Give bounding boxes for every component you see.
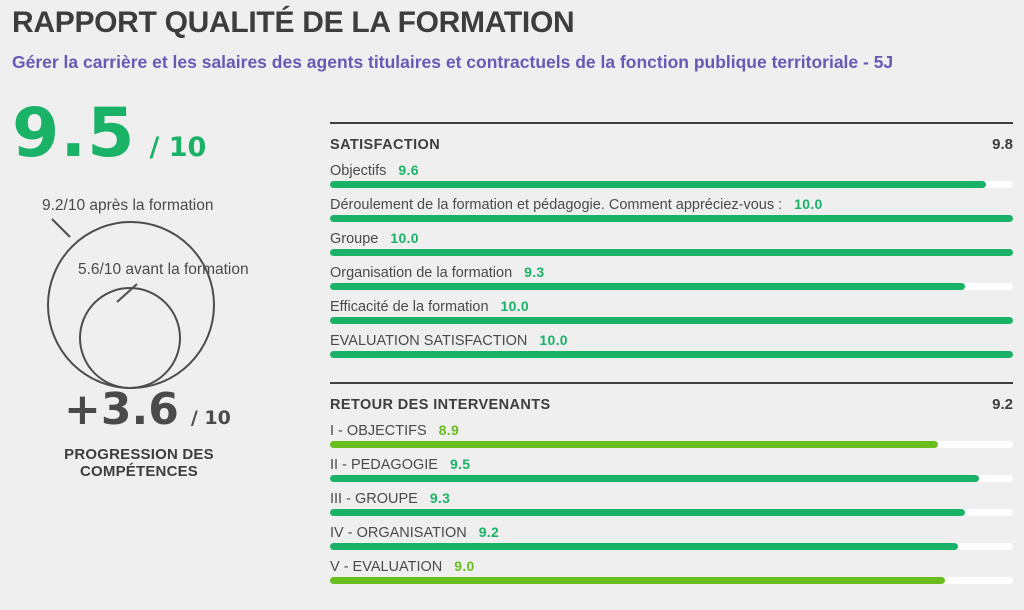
bar-value: 9.0 [454, 558, 475, 574]
bar-track [330, 475, 1013, 482]
section-separator [330, 122, 1013, 124]
bar-track [330, 577, 1013, 584]
bar-fill [330, 283, 966, 290]
section-title: RETOUR DES INTERVENANTS [330, 397, 551, 413]
section-separator [330, 382, 1013, 384]
bar-fill [330, 351, 1013, 358]
bar-row-text: I - OBJECTIFS 8.9 [330, 421, 1013, 439]
bar-label: IV - ORGANISATION [330, 525, 467, 541]
bar-row: Groupe 10.0 [330, 229, 1013, 256]
bar-track [330, 351, 1013, 358]
bar-row: II - PEDAGOGIE 9.5 [330, 455, 1013, 482]
bar-fill [330, 543, 959, 550]
bar-row-text: Efficacité de la formation 10.0 [330, 297, 1013, 315]
bar-label: Organisation de la formation [330, 265, 513, 281]
progression-suffix: / 10 [190, 407, 231, 429]
section-header: SATISFACTION 9.8 [330, 124, 1013, 154]
section-overall-score: 9.2 [992, 396, 1013, 413]
bar-fill [330, 215, 1013, 222]
bar-row: Déroulement de la formation et pédagogie… [330, 195, 1013, 222]
bar-row-text: V - EVALUATION 9.0 [330, 557, 1013, 575]
bar-row-text: Objectifs 9.6 [330, 161, 1013, 179]
bar-row: I - OBJECTIFS 8.9 [330, 421, 1013, 448]
section-overall-score: 9.8 [992, 136, 1013, 153]
bar-track [330, 441, 1013, 448]
bar-value: 9.2 [478, 524, 500, 540]
bar-row-text: IV - ORGANISATION 9.2 [330, 523, 1013, 541]
bar-fill [330, 509, 966, 516]
overall-score-suffix: / 10 [149, 132, 207, 163]
overall-score-value: 9.5 [12, 94, 136, 173]
bar-track [330, 283, 1013, 290]
bar-value: 10.0 [500, 298, 529, 314]
bar-row-text: EVALUATION SATISFACTION 10.0 [330, 331, 1013, 349]
bar-section-1: SATISFACTION 9.8 Objectifs 9.6 Déroulement d… [330, 122, 1013, 358]
bar-value: 10.0 [390, 230, 419, 246]
bar-label: II - PEDAGOGIE [330, 457, 438, 473]
bar-row-text: Déroulement de la formation et pédagogie… [330, 195, 1013, 213]
bar-value: 10.0 [794, 196, 823, 212]
bar-track [330, 509, 1013, 516]
bar-track [330, 249, 1013, 256]
bar-track [330, 317, 1013, 324]
bar-label: Efficacité de la formation [330, 299, 489, 315]
bar-row-text: Organisation de la formation 9.3 [330, 263, 1013, 281]
bar-fill [330, 249, 1013, 256]
section-title: SATISFACTION [330, 137, 441, 153]
bar-value: 9.6 [398, 162, 419, 178]
overall-score: 9.5 / 10 [12, 100, 206, 168]
progression-value: +3.6 [64, 384, 179, 435]
bar-row-text: Groupe 10.0 [330, 229, 1013, 247]
bar-value: 9.5 [449, 456, 471, 472]
progression-score: +3.6 / 10 [64, 388, 231, 432]
bar-fill [330, 441, 938, 448]
before-training-circle [79, 287, 181, 389]
bar-label: Déroulement de la formation et pédagogie… [330, 197, 783, 213]
before-training-label: 5.6/10 avant la formation [78, 261, 249, 278]
bar-label: Objectifs [330, 163, 387, 179]
bar-row: Objectifs 9.6 [330, 161, 1013, 188]
bar-section-2: RETOUR DES INTERVENANTS 9.2 I - OBJECTIFS 8… [330, 382, 1013, 584]
bar-value: 9.3 [429, 490, 451, 506]
bar-label: III - GROUPE [330, 491, 418, 507]
section-header: RETOUR DES INTERVENANTS 9.2 [330, 384, 1013, 414]
bar-label: Groupe [330, 231, 379, 247]
bar-value: 9.3 [524, 264, 545, 280]
page-title: RAPPORT QUALITÉ DE LA FORMATION [12, 6, 575, 39]
bar-track [330, 215, 1013, 222]
bar-row: Efficacité de la formation 10.0 [330, 297, 1013, 324]
bar-track [330, 543, 1013, 550]
bar-fill [330, 317, 1013, 324]
after-callout-line [51, 218, 71, 238]
progression-label: PROGRESSION DES COMPÉTENCES [64, 446, 214, 480]
after-training-label: 9.2/10 après la formation [42, 197, 214, 214]
bar-track [330, 181, 1013, 188]
bar-value: 10.0 [539, 332, 568, 348]
bar-row: III - GROUPE 9.3 [330, 489, 1013, 516]
bar-row-text: III - GROUPE 9.3 [330, 489, 1013, 507]
bar-row: IV - ORGANISATION 9.2 [330, 523, 1013, 550]
bar-label: I - OBJECTIFS [330, 423, 427, 439]
bar-fill [330, 181, 986, 188]
bar-fill [330, 577, 945, 584]
before-callout-line [116, 283, 138, 303]
bar-row: EVALUATION SATISFACTION 10.0 [330, 331, 1013, 358]
bar-row: V - EVALUATION 9.0 [330, 557, 1013, 584]
bar-row: Organisation de la formation 9.3 [330, 263, 1013, 290]
course-subtitle: Gérer la carrière et les salaires des ag… [12, 52, 894, 72]
bar-fill [330, 475, 979, 482]
bar-value: 8.9 [438, 422, 460, 438]
progression-circles-diagram [47, 218, 215, 389]
bar-label: EVALUATION SATISFACTION [330, 333, 528, 349]
after-training-circle [47, 221, 215, 389]
bar-row-text: II - PEDAGOGIE 9.5 [330, 455, 1013, 473]
bar-label: V - EVALUATION [330, 559, 443, 575]
